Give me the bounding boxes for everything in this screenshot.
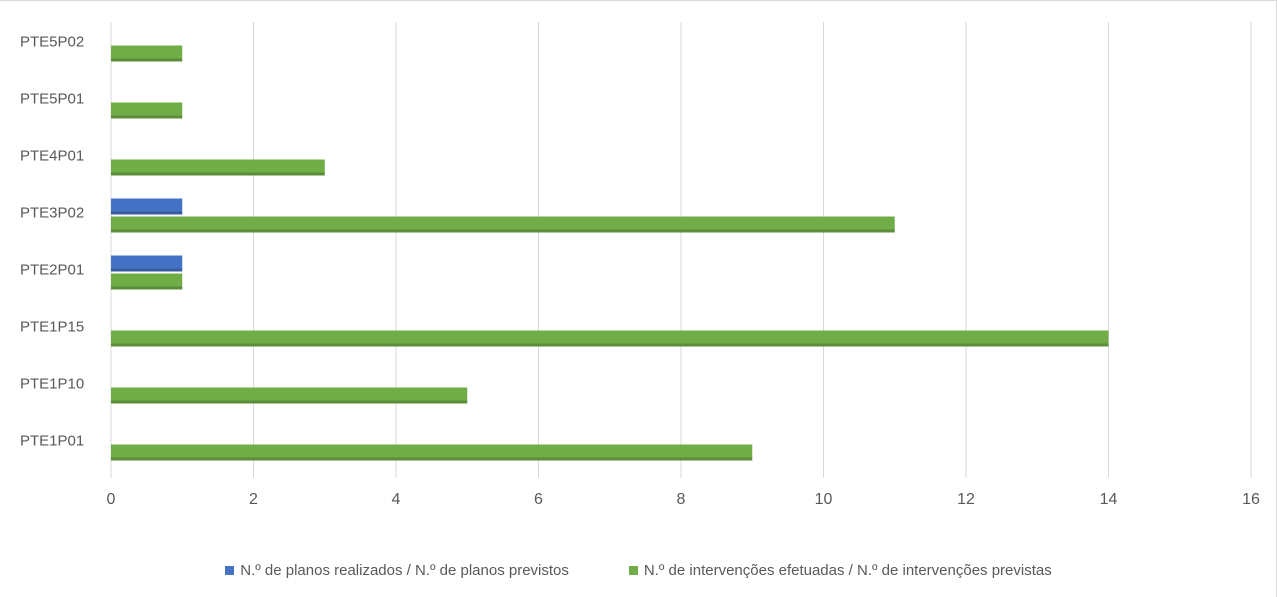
legend-label-intervencoes: N.º de intervenções efetuadas / N.º de i… — [643, 562, 1052, 579]
x-tick-label: 0 — [107, 491, 116, 508]
y-category-label: PTE1P01 — [20, 433, 84, 450]
bar-shadow — [111, 286, 183, 290]
y-category-label: PTE3P02 — [20, 205, 84, 222]
bar-shadow — [111, 172, 325, 176]
x-tick-label: 4 — [392, 491, 401, 508]
gridlines — [110, 22, 1252, 478]
x-tick-label: 16 — [1242, 491, 1260, 508]
bar-shadow — [111, 400, 468, 404]
bar-shadow — [111, 343, 1109, 347]
bar-intervencoes-pte1p10 — [111, 387, 468, 404]
bar-intervencoes-pte5p01 — [111, 102, 183, 119]
y-category-label: PTE5P02 — [20, 34, 84, 51]
x-tick-label: 10 — [815, 491, 833, 508]
bar-intervencoes-pte2p01 — [111, 273, 183, 290]
legend-item-planos: N.º de planos realizados / N.º de planos… — [225, 562, 569, 579]
y-category-label: PTE4P01 — [20, 148, 84, 165]
bar-intervencoes-pte1p01 — [111, 444, 753, 461]
legend-swatch-planos — [225, 566, 235, 575]
legend: N.º de planos realizados / N.º de planos… — [0, 562, 1277, 579]
x-tick-label: 8 — [677, 491, 686, 508]
y-category-label: PTE2P01 — [20, 262, 84, 279]
legend-item-intervencoes: N.º de intervenções efetuadas / N.º de i… — [628, 562, 1052, 579]
bar-shadow — [111, 115, 183, 119]
bar-planos-pte2p01 — [111, 255, 183, 272]
bar-shadow — [111, 58, 183, 62]
bar-shadow — [111, 457, 753, 461]
x-axis-labels: 0 2 4 6 8 10 12 14 16 — [107, 491, 1260, 508]
y-category-label: PTE1P15 — [20, 319, 84, 336]
x-tick-label: 14 — [1100, 491, 1118, 508]
bar-shadow — [111, 211, 183, 215]
x-tick-label: 6 — [534, 491, 543, 508]
bar-planos-pte3p02 — [111, 198, 183, 215]
bar-intervencoes-pte1p15 — [111, 330, 1109, 347]
bars — [111, 45, 1109, 461]
y-category-label: PTE5P01 — [20, 91, 84, 108]
legend-swatch-intervencoes — [628, 566, 638, 575]
bar-intervencoes-pte3p02 — [111, 216, 895, 233]
x-tick-label: 2 — [249, 491, 258, 508]
y-category-label: PTE1P10 — [20, 376, 84, 393]
bar-shadow — [111, 268, 183, 272]
bar-intervencoes-pte5p02 — [111, 45, 183, 62]
legend-label-planos: N.º de planos realizados / N.º de planos… — [240, 562, 569, 579]
y-axis-labels: PTE5P02 PTE5P01 PTE4P01 PTE3P02 PTE2P01 PTE1P… — [20, 34, 84, 450]
x-tick-label: 12 — [957, 491, 975, 508]
bar-intervencoes-pte4p01 — [111, 159, 325, 176]
bar-shadow — [111, 229, 895, 233]
